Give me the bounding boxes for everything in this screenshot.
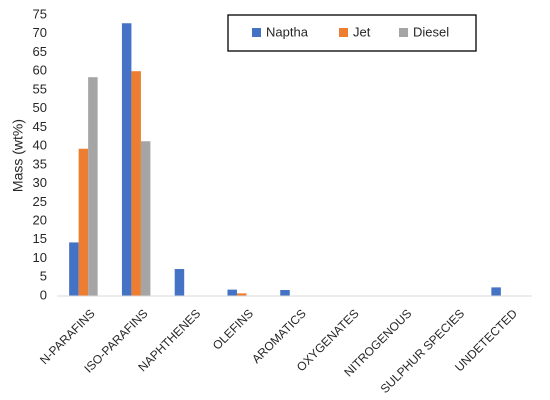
legend-label: Jet (353, 24, 371, 39)
bar (78, 148, 89, 296)
y-tick-label: 60 (33, 63, 47, 78)
y-tick-label: 25 (33, 194, 47, 209)
y-tick-label: 65 (33, 44, 47, 59)
bar (174, 269, 185, 296)
legend-swatch (339, 28, 348, 37)
bar (236, 293, 247, 296)
legend-box (227, 14, 477, 52)
y-tick-label: 55 (33, 81, 47, 96)
y-tick-label: 30 (33, 175, 47, 190)
bar (131, 71, 141, 296)
bar (227, 289, 237, 296)
legend: Naptha Jet Diesel (227, 14, 477, 52)
y-tick-label: 75 (33, 6, 47, 21)
bar (88, 77, 98, 296)
y-tick-label: 50 (33, 100, 47, 115)
y-tick-label: 20 (33, 213, 47, 228)
bar (491, 287, 501, 296)
y-tick-label: 0 (40, 287, 47, 302)
y-tick-label: 40 (33, 138, 47, 153)
bar (140, 141, 151, 296)
y-tick-label: 70 (33, 25, 47, 40)
bar (69, 242, 79, 296)
y-tick-label: 5 (40, 269, 47, 284)
y-axis-title: Mass (wt%) (10, 119, 26, 192)
y-tick-label: 35 (33, 156, 47, 171)
legend-label: Naptha (266, 24, 309, 39)
legend-label: Diesel (413, 24, 449, 39)
bars (69, 23, 501, 296)
y-tick-label: 45 (33, 119, 47, 134)
y-tick-label: 10 (33, 250, 47, 265)
y-axis: 0 5 10 15 20 25 30 35 40 45 50 55 60 65 70 75 (33, 6, 47, 302)
bar (121, 23, 132, 296)
legend-swatch (252, 28, 261, 37)
bar (280, 290, 290, 296)
legend-swatch (399, 28, 408, 37)
y-tick-label: 15 (33, 231, 47, 246)
x-tick-label: OLEFINS (210, 306, 256, 352)
